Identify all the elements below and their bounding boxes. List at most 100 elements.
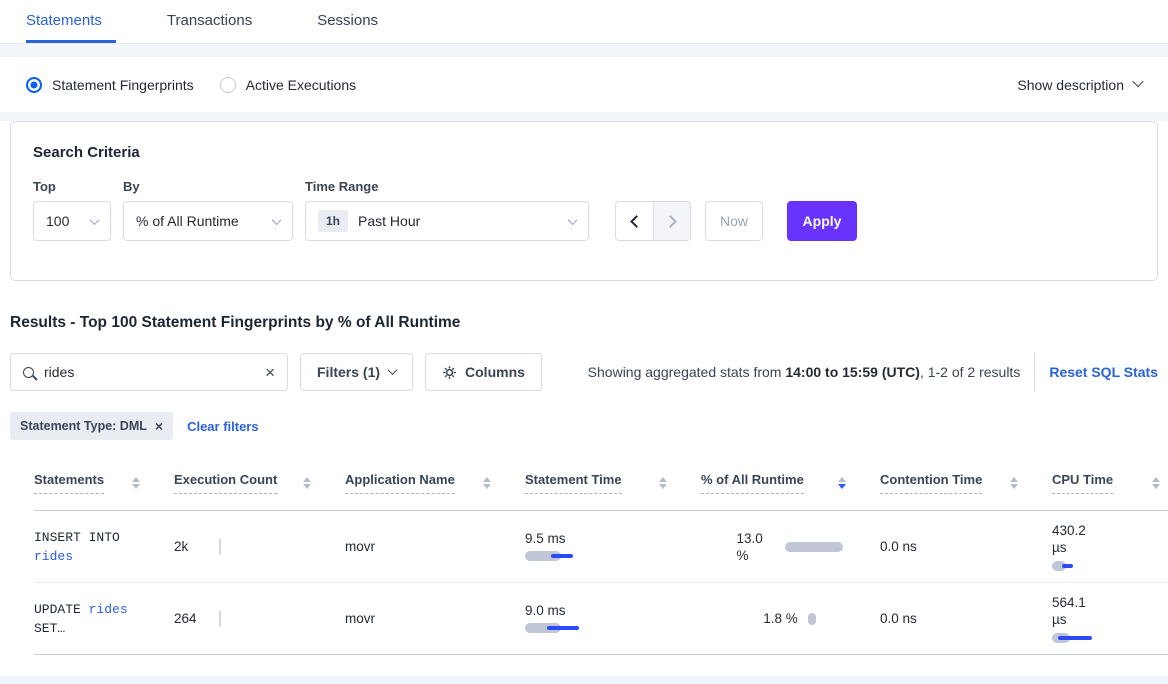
top-value: 100 [46,213,70,229]
header-contention-time[interactable]: Contention Time [880,456,1052,510]
show-description-label: Show description [1017,76,1124,93]
main-content: Search Criteria Top 100 By % of All Runt… [0,121,1168,676]
cell-pct-runtime: 1.8 % [701,583,880,654]
tab-statements[interactable]: Statements [26,0,116,43]
statement-link[interactable]: rides [88,601,128,617]
stats-time-range: 14:00 to 15:59 (UTC) [785,364,920,380]
reset-sql-stats-link[interactable]: Reset SQL Stats [1049,364,1158,380]
table-header-row: Statements Execution Count Application N… [34,456,1168,511]
radio-statement-fingerprints[interactable]: Statement Fingerprints [26,76,194,93]
page-tabs: Statements Transactions Sessions [0,0,1168,44]
filter-chip-statement-type[interactable]: Statement Type: DML × [10,412,174,440]
sort-icon-active-desc[interactable] [838,477,846,489]
search-criteria-panel: Search Criteria Top 100 By % of All Runt… [10,121,1158,281]
execution-count-bar [219,610,221,627]
sort-icon[interactable] [1010,477,1018,489]
time-range-field: Time Range 1h Past Hour [305,179,589,241]
cpu-time-bar [1052,632,1112,644]
by-value: % of All Runtime [136,213,239,229]
header-statements[interactable]: Statements [34,456,174,510]
cell-statement-time: 9.5 ms [525,511,701,582]
by-select[interactable]: % of All Runtime [123,201,293,241]
statement-link[interactable]: rides [34,548,74,564]
by-label: By [123,179,140,194]
contention-time-value: 0.0 ns [880,539,917,554]
pct-runtime-bar [784,541,845,553]
filters-button[interactable]: Filters (1) [300,353,414,391]
cell-contention-time: 0.0 ns [880,583,1052,654]
header-label: CPU Time [1052,472,1114,494]
apply-button[interactable]: Apply [787,201,857,241]
cell-application-name: movr [345,511,525,582]
cell-execution-count: 264 [174,583,345,654]
previous-time-button[interactable] [616,202,653,240]
statements-table: Statements Execution Count Application N… [34,456,1168,655]
sort-icon[interactable] [483,477,491,489]
now-button[interactable]: Now [705,201,763,241]
pct-runtime-value: 13.0 % [736,530,763,563]
execution-count-value: 264 [174,611,197,626]
tab-transactions[interactable]: Transactions [166,12,253,29]
clear-filters-link[interactable]: Clear filters [187,418,259,434]
statement-time-value: 9.5 ms [525,531,566,546]
stats-suffix: , 1-2 of 2 results [919,364,1021,380]
execution-count-bar [219,538,221,555]
cell-cpu-time: 430.2 µs [1052,511,1168,582]
columns-label: Columns [465,364,525,380]
radio-label: Statement Fingerprints [52,76,194,93]
sort-icon[interactable] [1152,477,1160,489]
chevron-down-icon [567,214,578,225]
stats-prefix: Showing aggregated stats from [587,364,786,380]
header-label: Application Name [345,472,455,494]
gear-icon [443,365,456,379]
pct-runtime-value: 1.8 % [763,611,798,626]
execution-count-value: 2k [174,539,189,554]
clear-search-icon[interactable]: × [265,362,275,382]
chevron-down-icon [89,214,100,225]
next-time-button[interactable] [653,202,690,240]
sort-icon[interactable] [303,477,311,489]
contention-time-value: 0.0 ns [880,611,917,626]
results-toolbar: × Filters (1) Columns Showing aggregated… [10,352,1158,392]
header-pct-runtime[interactable]: % of All Runtime [701,456,880,510]
radio-unchecked-icon [219,76,236,93]
statement-search-box: × [10,353,288,391]
header-application-name[interactable]: Application Name [345,456,525,510]
remove-filter-icon[interactable]: × [154,418,164,434]
cell-pct-runtime: 13.0 % [701,511,880,582]
tab-sessions[interactable]: Sessions [317,12,379,29]
time-range-select[interactable]: 1h Past Hour [305,201,589,241]
search-input[interactable] [44,364,266,380]
cell-application-name: movr [345,583,525,654]
divider [1034,352,1036,392]
top-select[interactable]: 100 [33,201,111,241]
top-field: Top 100 [33,179,111,241]
header-statement-time[interactable]: Statement Time [525,456,701,510]
sort-icon[interactable] [132,477,140,489]
time-range-label: Time Range [305,179,379,194]
statement-time-bar [525,550,585,562]
statement-text: UPDATE [34,601,81,617]
statement-text: SET… [34,620,66,636]
columns-button[interactable]: Columns [425,353,542,391]
by-field: By % of All Runtime [123,179,293,241]
results-heading: Results - Top 100 Statement Fingerprints… [10,314,461,331]
filters-label: Filters (1) [317,364,381,380]
chevron-left-icon [629,214,643,228]
cell-contention-time: 0.0 ns [880,511,1052,582]
application-name-value: movr [345,539,375,554]
table-row: UPDATE rides SET… 264 movr 9.0 ms 1.8 % [34,583,1168,655]
pct-runtime-bar [807,612,818,625]
header-cpu-time[interactable]: CPU Time [1052,456,1168,510]
radio-active-executions[interactable]: Active Executions [219,76,356,93]
cpu-time-value: 564.1 µs [1052,594,1086,627]
header-execution-count[interactable]: Execution Count [174,456,345,510]
application-name-value: movr [345,611,375,626]
time-range-badge: 1h [318,210,349,232]
cpu-time-bar [1052,560,1112,572]
show-description-toggle[interactable]: Show description [1017,75,1144,93]
top-label: Top [33,179,56,194]
statement-time-bar [525,622,585,634]
sort-icon[interactable] [659,477,667,489]
filter-chips-row: Statement Type: DML × Clear filters [10,412,1158,440]
